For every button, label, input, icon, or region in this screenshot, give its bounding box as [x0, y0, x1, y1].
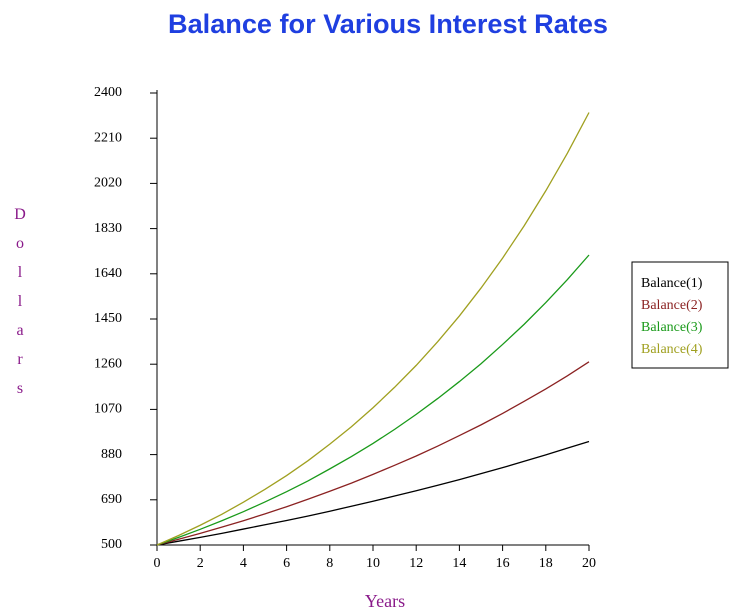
x-tick-label: 6: [283, 556, 290, 571]
series-line: [156, 361, 590, 546]
x-tick-label: 8: [326, 556, 333, 571]
y-tick-label: 2400: [94, 85, 122, 100]
y-tick-label: 1260: [94, 356, 122, 371]
series-line: [156, 440, 590, 546]
y-tick-label: 1070: [94, 402, 122, 417]
series-line: [156, 254, 590, 546]
y-tick-label: 500: [101, 537, 122, 552]
y-axis-label: Dollars: [12, 206, 29, 409]
y-tick-label: 2210: [94, 130, 122, 145]
y-tick-label: 2020: [94, 176, 122, 191]
x-tick-label: 4: [240, 556, 247, 571]
y-tick-label: 1450: [94, 311, 122, 326]
y-tick-label: 690: [101, 492, 122, 507]
legend-label: Balance(3): [641, 320, 703, 335]
series-line: [156, 112, 590, 546]
y-tick-label: 1640: [94, 266, 122, 281]
y-tick-label: 1830: [94, 221, 122, 236]
legend-label: Balance(2): [641, 298, 703, 313]
x-tick-label: 16: [496, 556, 510, 571]
chart-title: Balance for Various Interest Rates: [168, 9, 608, 39]
legend-label: Balance(1): [641, 276, 703, 291]
x-tick-label: 0: [154, 556, 161, 571]
x-axis-label: Years: [365, 591, 405, 611]
legend-box: [631, 261, 729, 369]
x-tick-label: 12: [409, 556, 423, 571]
x-tick-label: 10: [366, 556, 380, 571]
legend-label: Balance(4): [641, 342, 703, 357]
x-tick-label: 18: [539, 556, 553, 571]
x-tick-label: 20: [582, 556, 596, 571]
x-tick-label: 2: [197, 556, 204, 571]
y-tick-label: 880: [101, 447, 122, 462]
x-tick-label: 14: [452, 556, 466, 571]
